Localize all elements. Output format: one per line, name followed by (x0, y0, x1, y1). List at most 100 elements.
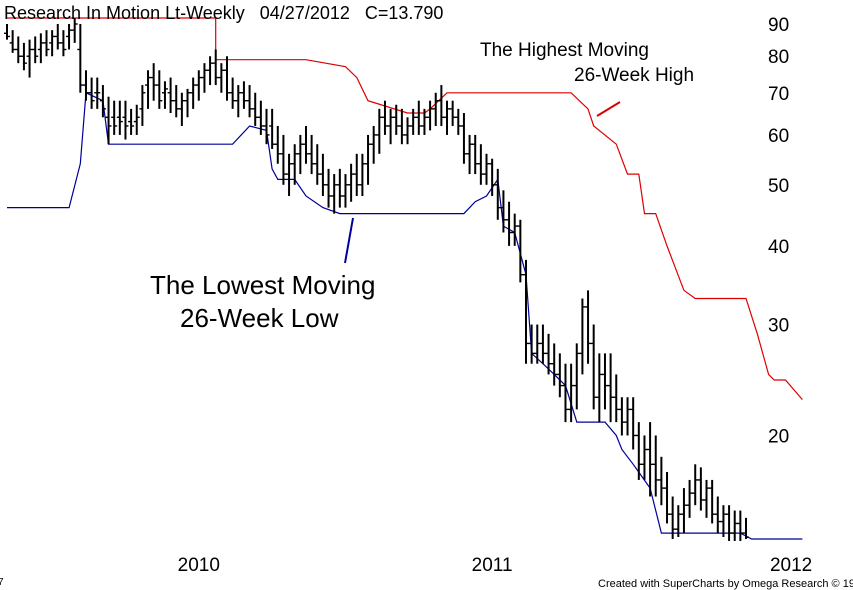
price-bar (201, 63, 208, 93)
price-bar (449, 100, 456, 126)
price-bar (630, 397, 637, 450)
price-bar (686, 479, 693, 518)
price-bar (348, 163, 355, 202)
price-bar (145, 70, 152, 109)
price-bar (737, 510, 744, 541)
price-bar (709, 479, 716, 524)
price-bar (624, 397, 631, 436)
price-bar (15, 36, 22, 64)
y-tick-label: 50 (768, 176, 789, 197)
annotation: The Highest Moving 26-Week High (480, 40, 694, 117)
price-bar (726, 505, 733, 541)
price-bar (156, 70, 163, 109)
price-bar (376, 108, 383, 154)
y-tick-label: 30 (768, 316, 789, 337)
lowest-26-week-line (7, 91, 803, 540)
price-bar (43, 30, 50, 57)
price-bar (444, 100, 451, 135)
price-bar (618, 397, 625, 436)
price-bar (184, 88, 191, 118)
axes: 90 80 70 60 50 40 30 20 2010 2011 2012 (178, 15, 813, 576)
price-bar (286, 153, 293, 196)
price-bar (240, 81, 247, 109)
price-bar (438, 85, 445, 126)
price-bar (274, 125, 281, 164)
price-bars (4, 18, 749, 541)
left-edge-mark: 7 (0, 577, 4, 588)
price-bar (116, 100, 123, 135)
price-bar (680, 488, 687, 534)
price-bar (331, 174, 338, 214)
price-bar (658, 456, 665, 506)
price-bar (613, 374, 620, 423)
price-bar (212, 49, 219, 86)
price-bar (664, 472, 671, 524)
y-tick-label: 90 (768, 15, 789, 36)
price-bar (302, 125, 309, 164)
price-bar (252, 92, 259, 126)
price-bar (675, 505, 682, 537)
annotation-pointer (596, 101, 621, 117)
price-bar (641, 435, 648, 480)
footer-credit: Created with SuperCharts by Omega Resear… (598, 578, 853, 590)
price-bar (455, 108, 462, 135)
price-bar (551, 343, 558, 386)
price-bar (500, 190, 507, 233)
price-bar (353, 153, 360, 196)
price-bar (178, 92, 185, 126)
annotation-text: 26-Week High (574, 65, 694, 86)
price-bar (66, 24, 73, 50)
price-bar (4, 24, 10, 40)
annotations: The Highest Moving 26-Week High The Lowest… (150, 40, 694, 333)
price-bar (54, 24, 61, 50)
y-tick-label: 40 (768, 237, 789, 258)
price-bar (105, 96, 112, 145)
price-bar (539, 324, 546, 364)
price-bar (415, 100, 422, 135)
x-tick-label: 2011 (472, 555, 513, 576)
annotation-pointer (344, 217, 354, 264)
price-bar (122, 100, 129, 140)
annotation-text: The Lowest Moving (150, 270, 375, 300)
price-bar (517, 219, 524, 283)
price-bar (342, 174, 349, 208)
price-bar (319, 153, 326, 196)
price-bar (596, 353, 603, 423)
price-bar (568, 363, 575, 423)
price-bar (398, 108, 405, 145)
price-bar (190, 77, 197, 109)
price-bar (534, 324, 541, 364)
price-bar (111, 100, 118, 135)
price-bar (421, 108, 428, 135)
price-bar (195, 70, 202, 101)
price-bar (336, 168, 343, 208)
price-bar (669, 496, 676, 539)
price-bar (224, 56, 231, 101)
y-tick-label: 80 (768, 47, 789, 68)
chart-title: Research In Motion Lt-Weekly 04/27/2012 … (4, 3, 443, 23)
price-bar (590, 324, 597, 410)
price-bar (263, 108, 270, 145)
price-bar (494, 168, 501, 220)
price-bar (37, 33, 44, 64)
price-bar (71, 18, 78, 43)
price-bar (314, 144, 321, 185)
price-bar (489, 158, 496, 196)
price-bar (607, 353, 614, 423)
price-bar (32, 36, 39, 64)
price-bar (573, 343, 580, 410)
price-bar (579, 298, 586, 375)
price-bar (26, 39, 33, 78)
y-tick-label: 20 (768, 427, 789, 448)
price-bar (235, 85, 242, 118)
price-bar (297, 134, 304, 175)
price-bar (545, 333, 552, 375)
y-tick-label: 60 (768, 126, 789, 147)
price-bar (246, 85, 253, 118)
price-bar (218, 63, 225, 93)
price-bar (387, 108, 394, 145)
price-bar (161, 81, 168, 109)
